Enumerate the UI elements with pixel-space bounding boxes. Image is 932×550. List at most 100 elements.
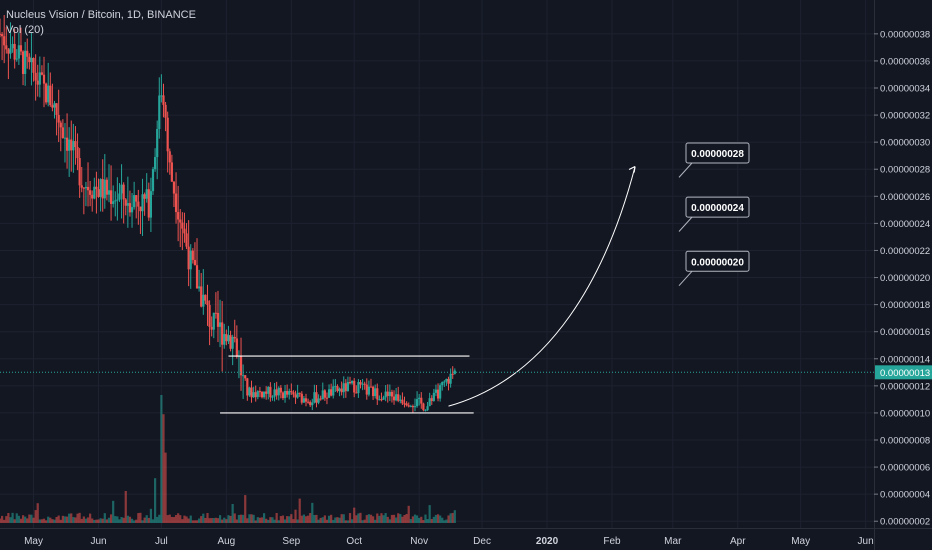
candle-body[interactable] <box>114 200 117 202</box>
candle-body[interactable] <box>198 286 201 289</box>
candle-body[interactable] <box>313 392 316 403</box>
candle-body[interactable] <box>288 391 291 395</box>
candle-body[interactable] <box>143 194 146 199</box>
callout-box[interactable] <box>685 250 750 272</box>
candle-body[interactable] <box>260 391 264 398</box>
candle-body[interactable] <box>133 195 136 208</box>
candle-body[interactable] <box>24 50 27 74</box>
candle-body[interactable] <box>221 322 224 345</box>
candle-body[interactable] <box>277 387 280 396</box>
candle-body[interactable] <box>298 392 301 394</box>
candle-body[interactable] <box>369 386 373 388</box>
candle-body[interactable] <box>302 398 306 403</box>
candle-body[interactable] <box>271 396 274 398</box>
candle-body[interactable] <box>13 43 16 60</box>
candle-body[interactable] <box>11 43 14 49</box>
candle-body[interactable] <box>273 389 276 397</box>
candle-body[interactable] <box>191 250 194 260</box>
candle-body[interactable] <box>441 382 444 386</box>
candle-body[interactable] <box>30 57 33 63</box>
candle-body[interactable] <box>336 386 339 392</box>
candle-body[interactable] <box>378 399 381 401</box>
candle-body[interactable] <box>40 72 44 75</box>
candle-body[interactable] <box>78 158 81 186</box>
candle-body[interactable] <box>432 392 435 401</box>
candle-body[interactable] <box>401 399 404 404</box>
candle-body[interactable] <box>19 45 23 52</box>
candle-body[interactable] <box>181 222 184 229</box>
candle-body[interactable] <box>109 190 113 204</box>
candle-body[interactable] <box>170 162 173 182</box>
time-axis[interactable]: May Jun Jul Aug Sep Oct Nov Dec 2020 Feb Mar Apr May… <box>24 536 874 547</box>
candle-body[interactable] <box>390 391 394 397</box>
candle-body[interactable] <box>216 312 220 327</box>
candle-body[interactable] <box>76 147 79 159</box>
candle-body[interactable] <box>262 391 266 398</box>
candle-body[interactable] <box>254 392 257 398</box>
candle-body[interactable] <box>61 127 64 138</box>
candle-body[interactable] <box>348 381 352 384</box>
candle-body[interactable] <box>279 387 282 393</box>
candle-body[interactable] <box>147 189 150 218</box>
candle-body[interactable] <box>63 137 67 139</box>
candle-body[interactable] <box>145 189 148 199</box>
candle-body[interactable] <box>281 392 285 399</box>
candle-body[interactable] <box>407 405 410 407</box>
candle-body[interactable] <box>376 388 379 400</box>
candle-body[interactable] <box>57 114 60 123</box>
candle-body[interactable] <box>26 50 29 57</box>
candle-body[interactable] <box>68 139 71 151</box>
candle-body[interactable] <box>139 206 142 212</box>
candle-body[interactable] <box>231 336 234 349</box>
candle-body[interactable] <box>124 199 127 206</box>
candle-body[interactable] <box>327 389 331 398</box>
candle-body[interactable] <box>227 335 230 342</box>
candle-body[interactable] <box>292 392 295 395</box>
candle-body[interactable] <box>418 397 421 400</box>
candle-body[interactable] <box>116 199 119 201</box>
candle-body[interactable] <box>214 312 217 314</box>
candle-body[interactable] <box>174 193 178 213</box>
candle-body[interactable] <box>229 335 232 349</box>
candle-body[interactable] <box>28 56 31 63</box>
candle-body[interactable] <box>218 322 222 327</box>
candle-body[interactable] <box>411 406 414 408</box>
candle-body[interactable] <box>386 391 389 396</box>
candle-body[interactable] <box>420 397 423 404</box>
candle-body[interactable] <box>374 388 377 397</box>
candle-body[interactable] <box>89 190 92 195</box>
candle-body[interactable] <box>86 186 90 191</box>
candle-body[interactable] <box>395 394 398 401</box>
candle-body[interactable] <box>449 373 452 384</box>
candle-body[interactable] <box>296 392 299 398</box>
candle-body[interactable] <box>233 336 236 339</box>
candle-body[interactable] <box>42 74 46 84</box>
candle-body[interactable] <box>156 128 159 158</box>
candle-body[interactable] <box>158 95 161 129</box>
candle-body[interactable] <box>225 334 228 342</box>
candle-body[interactable] <box>99 179 102 197</box>
candle-body[interactable] <box>359 382 362 385</box>
candle-body[interactable] <box>130 207 134 213</box>
symbol-title[interactable]: Nucleus Vision / Bitcoin, 1D, BINANCE <box>6 9 196 21</box>
candle-body[interactable] <box>351 380 354 384</box>
candle-body[interactable] <box>118 193 121 200</box>
candle-body[interactable] <box>325 397 329 399</box>
candle-body[interactable] <box>49 85 52 106</box>
candle-body[interactable] <box>283 390 287 399</box>
candle-body[interactable] <box>424 410 427 412</box>
candle-body[interactable] <box>267 386 270 394</box>
candle-body[interactable] <box>5 45 8 50</box>
candle-body[interactable] <box>443 381 446 383</box>
candle-body[interactable] <box>286 390 289 395</box>
candle-body[interactable] <box>447 378 450 384</box>
candle-body[interactable] <box>342 383 345 393</box>
candle-body[interactable] <box>426 406 429 411</box>
candle-body[interactable] <box>428 398 431 407</box>
candle-body[interactable] <box>405 403 408 406</box>
candle-body[interactable] <box>355 392 358 394</box>
candle-body[interactable] <box>330 389 333 396</box>
candle-body[interactable] <box>392 396 396 401</box>
candle-body[interactable] <box>269 386 272 398</box>
candle-body[interactable] <box>7 49 10 54</box>
